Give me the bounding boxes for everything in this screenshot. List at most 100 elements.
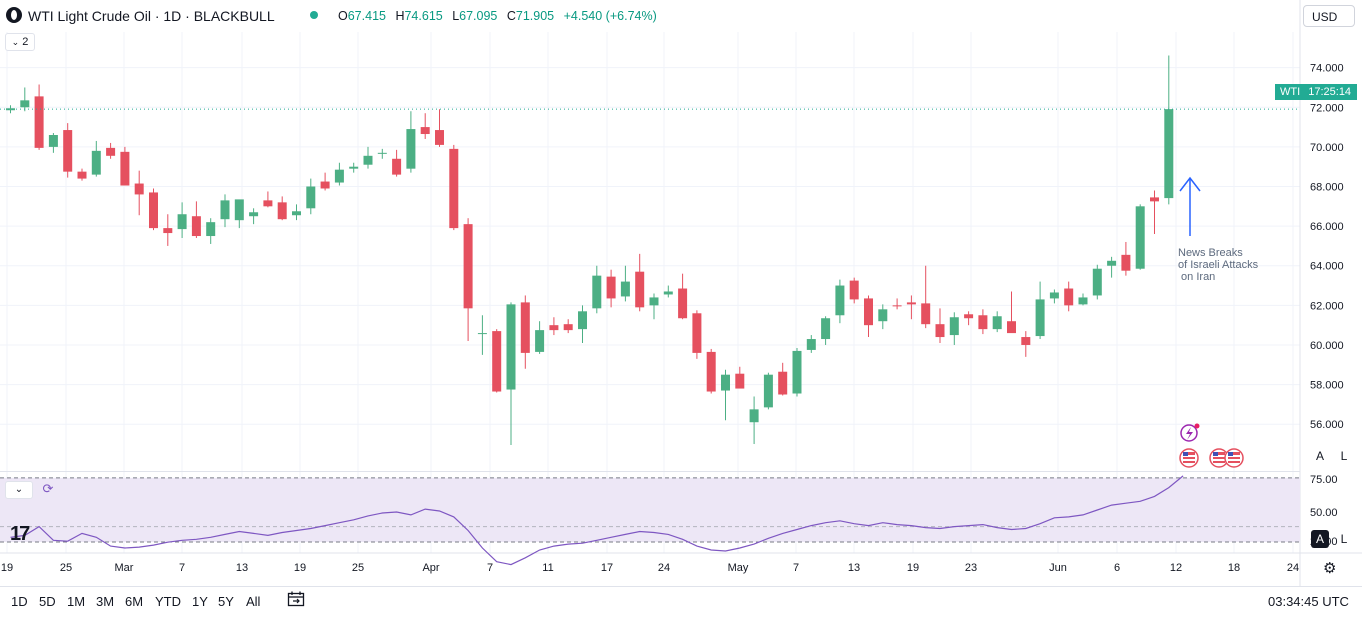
candle-up [1078, 293, 1088, 306]
candle-body [1007, 321, 1016, 334]
refresh-icon[interactable]: ⟳ [42, 481, 54, 496]
log-scale-button[interactable]: L [1340, 449, 1348, 463]
candle-down [563, 319, 573, 334]
candle-down [706, 348, 716, 394]
candle-down [964, 311, 974, 326]
candle-down [134, 170, 144, 216]
candle-up [363, 146, 373, 169]
time-axis-label: 25 [352, 562, 364, 574]
candle-body [206, 222, 216, 237]
rsi-log-scale-button[interactable]: L [1340, 532, 1348, 546]
candle-body [334, 169, 344, 183]
candle-down [678, 273, 688, 320]
time-axis-label: Apr [422, 562, 439, 574]
price-axis-label: 74.000 [1310, 63, 1344, 75]
time-axis-label: May [728, 562, 749, 574]
candle-down [1007, 291, 1016, 334]
candle-down [120, 146, 130, 186]
pane-divider[interactable] [0, 471, 1300, 472]
annotation-arrow-head [1179, 176, 1201, 192]
candle-down [149, 188, 158, 231]
candle-body [563, 324, 573, 331]
candle-up [349, 162, 359, 173]
range-button-ytd[interactable]: YTD [155, 594, 181, 609]
candle-body [1150, 197, 1159, 202]
candle-body [320, 181, 330, 189]
candle-down [635, 253, 645, 312]
range-button-5d[interactable]: 5D [39, 594, 56, 609]
ohlc-values: O67.415 H74.615 L67.095 C71.905 +4.540 (… [338, 9, 657, 23]
tradingview-logo-icon[interactable]: 17 [10, 523, 30, 545]
price-axis-label: 66.000 [1310, 221, 1344, 233]
ohlc-change: +4.540 (+6.74%) [563, 9, 657, 23]
candle-body [477, 333, 487, 335]
candle-body [692, 313, 702, 353]
flag-canton [1213, 452, 1218, 456]
rsi-collapse-button[interactable]: ⌄ [5, 481, 33, 499]
candle-down [263, 191, 273, 208]
candle-down [892, 298, 902, 310]
chart-overlays [0, 108, 1300, 468]
candle-body [1135, 206, 1145, 269]
candle-up [1164, 55, 1174, 205]
utc-clock[interactable]: 03:34:45 UTC [1268, 594, 1349, 609]
candle-body [120, 151, 130, 186]
candle-body [220, 200, 230, 220]
rsi-axis-label: 75.00 [1310, 474, 1338, 486]
price-axis-label: 58.000 [1310, 380, 1344, 392]
candle-up [406, 111, 416, 173]
candle-body [721, 374, 730, 391]
ohlc-low: 67.095 [459, 9, 498, 23]
lightning-icon [1180, 423, 1200, 442]
price-axis-label: 62.000 [1310, 300, 1344, 312]
candle-body [48, 135, 58, 147]
flag-stripe [1228, 452, 1240, 455]
candle-down [320, 172, 330, 191]
rsi-auto-scale-button[interactable]: A [1311, 530, 1329, 548]
candle-down [906, 295, 916, 320]
candle-body [678, 288, 688, 319]
candle-up [663, 285, 673, 298]
candle-body [363, 155, 373, 165]
time-axis-label: 7 [179, 562, 185, 574]
candle-body [34, 96, 44, 148]
chart-title[interactable]: WTI Light Crude Oil · 1D · BLACKBULL [28, 8, 275, 24]
range-button-6m[interactable]: 6M [125, 594, 144, 609]
candle-body [177, 214, 187, 230]
range-button-1y[interactable]: 1Y [192, 594, 208, 609]
time-axis-label: 12 [1170, 562, 1182, 574]
flag-stripe [1228, 457, 1240, 459]
auto-scale-button[interactable]: A [1315, 449, 1324, 463]
candle-body [921, 303, 931, 325]
time-axis-label: 11 [542, 562, 553, 574]
candle-body [949, 317, 959, 336]
calendar-icon[interactable] [287, 591, 305, 607]
candle-up [620, 265, 630, 302]
candle-up [1049, 289, 1059, 304]
chevron-down-icon: ⌄ [11, 37, 20, 47]
candle-body [377, 152, 387, 154]
range-button-5y[interactable]: 5Y [218, 594, 234, 609]
flag-stripe [1228, 461, 1240, 463]
candle-body [492, 331, 502, 392]
candle-down [63, 123, 73, 178]
candle-body [149, 192, 158, 229]
candle-down [77, 168, 87, 181]
rsi-series [10, 475, 1184, 566]
price-axis-label: 72.000 [1310, 102, 1344, 114]
chevron-down-icon: ⌄ [14, 484, 24, 495]
range-button-all[interactable]: All [246, 594, 261, 609]
currency-select[interactable]: USD [1303, 5, 1355, 27]
range-button-1m[interactable]: 1M [67, 594, 86, 609]
price-axis-label: 64.000 [1310, 261, 1344, 273]
indicators-collapse-button[interactable]: ⌄ 2 [5, 33, 35, 51]
gear-icon[interactable]: ⚙ [1323, 560, 1337, 577]
range-button-1d[interactable]: 1D [11, 594, 28, 609]
price-label-symbol: WTI [1280, 86, 1301, 98]
price-axis-label: 70.000 [1310, 142, 1344, 154]
range-button-3m[interactable]: 3M [96, 594, 115, 609]
time-axis-label: 13 [848, 562, 860, 574]
news-annotation-text: News Breaks of Israeli Attacks on Iran [1178, 247, 1259, 283]
lightning-icon-bolt [1186, 427, 1193, 440]
